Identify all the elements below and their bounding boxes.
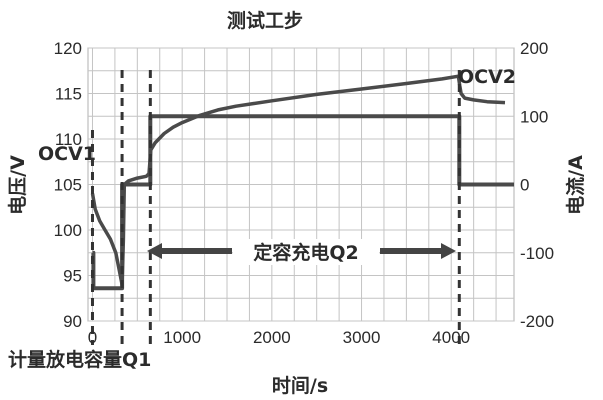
x-tick-label: 3000 — [343, 328, 381, 347]
x-tick-label: 1000 — [163, 328, 201, 347]
y-left-tick-label: 105 — [54, 176, 82, 195]
voltage-series-line — [90, 74, 506, 287]
q2-arrowhead-left — [147, 243, 162, 259]
y-left-tick-label: 90 — [63, 312, 82, 331]
y-left-tick-label: 95 — [63, 267, 82, 286]
x-tick-label: 0 — [88, 328, 97, 347]
y-right-tick-label: -100 — [520, 244, 554, 263]
tick-layer: 0 1000 2000 3000 40009095100105110115120-200… — [54, 39, 554, 347]
y-right-axis-title: 电流/A — [564, 155, 587, 215]
y-right-tick-label: 100 — [520, 107, 548, 126]
y-right-tick-label: 200 — [520, 39, 548, 58]
y-left-tick-label: 110 — [55, 130, 82, 149]
y-left-tick-label: 120 — [54, 39, 82, 58]
marker-layer — [90, 70, 461, 345]
annotation-q1: 计量放电容量Q1 — [8, 348, 151, 371]
q2-label-background — [233, 239, 379, 265]
chart-title: 测试工步 — [227, 10, 303, 32]
q2-annotation-group: 定容充电Q2 — [147, 239, 456, 265]
x-tick-label: 4000 — [432, 328, 470, 347]
annotation-ocv1: OCV1 — [38, 143, 96, 165]
annotation-ocv2: OCV2 — [458, 66, 516, 88]
y-left-tick-label: 115 — [55, 85, 82, 104]
q2-arrowhead-right — [441, 243, 456, 259]
annotation-layer: 测试工步 时间/s 电压/V 电流/A OCV1 OCV2 计量放电容量Q1 — [6, 10, 587, 397]
x-tick-label: 2000 — [253, 328, 291, 347]
y-left-axis-title: 电压/V — [6, 155, 29, 215]
y-left-tick-label: 100 — [54, 221, 82, 240]
y-right-tick-label: 0 — [520, 176, 529, 195]
y-right-tick-label: -200 — [520, 312, 554, 331]
x-axis-title: 时间/s — [272, 375, 328, 397]
annotation-q2: 定容充电Q2 — [253, 241, 358, 264]
